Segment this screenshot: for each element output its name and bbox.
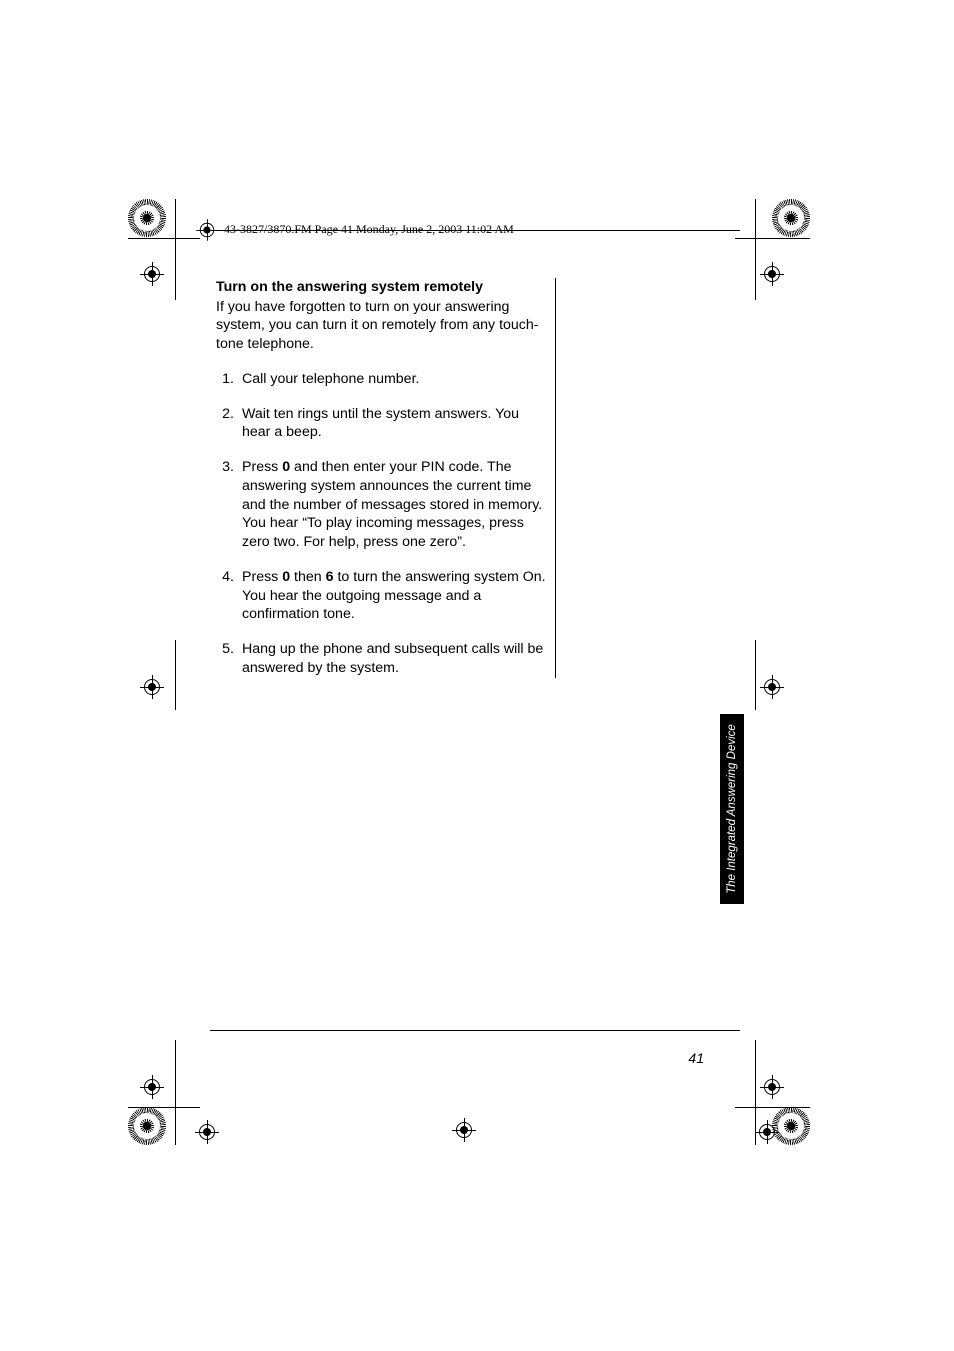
- column-divider: [555, 278, 556, 678]
- step-text: Call your telephone number.: [242, 370, 551, 389]
- step-item: 3. Press 0 and then enter your PIN code.…: [216, 458, 551, 552]
- step-text: Press 0 and then enter your PIN code. Th…: [242, 458, 551, 552]
- step-item: 1. Call your telephone number.: [216, 370, 551, 389]
- step-item: 4. Press 0 then 6 to turn the answering …: [216, 568, 551, 624]
- page-number: 41: [688, 1050, 704, 1066]
- thumb-tab-label: The Integrated Answering Device: [726, 724, 738, 894]
- running-head: 43-3827/3870.FM Page 41 Monday, June 2, …: [224, 222, 514, 237]
- thumb-tab: The Integrated Answering Device: [720, 714, 744, 904]
- steps-list: 1. Call your telephone number. 2. Wait t…: [216, 370, 551, 678]
- step-text: Hang up the phone and subsequent calls w…: [242, 640, 551, 677]
- step-item: 2. Wait ten rings until the system answe…: [216, 405, 551, 442]
- section-title: Turn on the answering system remotely: [216, 278, 551, 297]
- step-number: 3.: [216, 458, 242, 552]
- page-content: Turn on the answering system remotely If…: [216, 278, 551, 693]
- section-intro: If you have forgotten to turn on your an…: [216, 298, 551, 354]
- step-number: 1.: [216, 370, 242, 389]
- step-number: 5.: [216, 640, 242, 677]
- step-number: 2.: [216, 405, 242, 442]
- step-text: Wait ten rings until the system answers.…: [242, 405, 551, 442]
- footer-rule: [210, 1030, 740, 1031]
- step-number: 4.: [216, 568, 242, 624]
- step-text: Press 0 then 6 to turn the answering sys…: [242, 568, 551, 624]
- step-item: 5. Hang up the phone and subsequent call…: [216, 640, 551, 677]
